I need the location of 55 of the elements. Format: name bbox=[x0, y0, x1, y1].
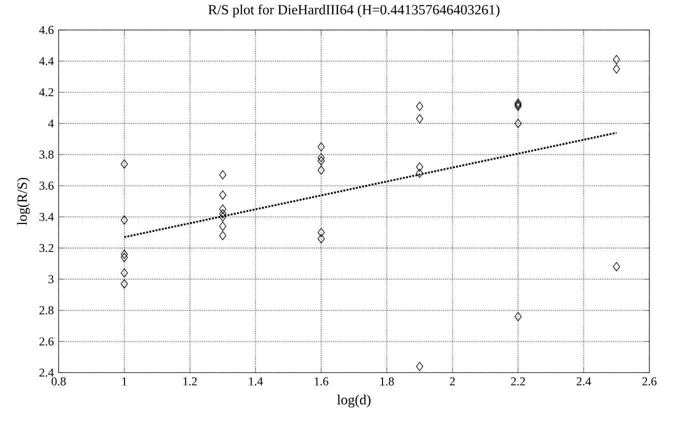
point bbox=[219, 170, 226, 180]
x-tick-label: 2.6 bbox=[642, 377, 656, 386]
point bbox=[120, 159, 128, 168]
point bbox=[416, 114, 424, 124]
x-tick-label: 2 bbox=[450, 377, 455, 386]
point bbox=[120, 279, 128, 288]
point bbox=[120, 215, 128, 224]
point bbox=[219, 204, 226, 214]
point bbox=[318, 152, 325, 162]
y-tick-label: 2.4 bbox=[39, 368, 54, 377]
point bbox=[219, 190, 226, 200]
x-tick-label: 2.2 bbox=[511, 377, 525, 386]
x-tick-label: 2.4 bbox=[576, 377, 592, 386]
y-tick-label: 2.6 bbox=[39, 337, 54, 346]
chart-title: R/S plot for DieHardIII64 (H=0.441357646403261) bbox=[208, 4, 500, 18]
y-tick-label: 3.8 bbox=[40, 150, 54, 159]
point bbox=[612, 64, 620, 74]
point bbox=[318, 142, 325, 152]
y-tick-label: 3.2 bbox=[40, 244, 54, 252]
y-tick-label: 4 bbox=[48, 119, 54, 128]
point bbox=[416, 102, 424, 111]
y-tick-label: 3.6 bbox=[40, 182, 54, 190]
y-tick-label: 2.8 bbox=[39, 306, 54, 314]
point bbox=[318, 156, 325, 166]
point bbox=[318, 234, 325, 244]
y-tick-label: 4.2 bbox=[39, 88, 54, 96]
point bbox=[219, 230, 226, 240]
y-tick-label: 4.4 bbox=[39, 56, 54, 66]
point bbox=[318, 165, 325, 175]
point bbox=[514, 118, 522, 128]
point bbox=[219, 221, 226, 231]
x-axis-title: log(d) bbox=[337, 394, 370, 408]
point bbox=[219, 212, 226, 222]
point bbox=[416, 168, 424, 178]
point bbox=[219, 209, 226, 218]
point bbox=[120, 252, 128, 262]
point bbox=[416, 162, 424, 172]
point bbox=[514, 312, 522, 322]
x-tick-label: 0.8 bbox=[52, 377, 66, 386]
point bbox=[120, 268, 128, 278]
y-tick-label: 3 bbox=[48, 275, 54, 284]
point bbox=[612, 54, 620, 64]
y-tick-label: 4.6 bbox=[39, 26, 54, 34]
point bbox=[612, 262, 620, 272]
x-tick-label: 1.2 bbox=[183, 377, 197, 386]
y-axis-title: log(R/S) bbox=[17, 178, 30, 225]
point bbox=[514, 102, 522, 111]
x-tick-label: 1.4 bbox=[249, 377, 263, 386]
point bbox=[416, 362, 424, 371]
x-tick-label: 1.6 bbox=[314, 377, 328, 386]
point bbox=[120, 250, 128, 259]
x-tick-label: 1 bbox=[122, 377, 127, 386]
point bbox=[318, 228, 325, 237]
x-tick-label: 1.8 bbox=[380, 377, 394, 386]
y-tick-label: 3.4 bbox=[40, 212, 54, 221]
